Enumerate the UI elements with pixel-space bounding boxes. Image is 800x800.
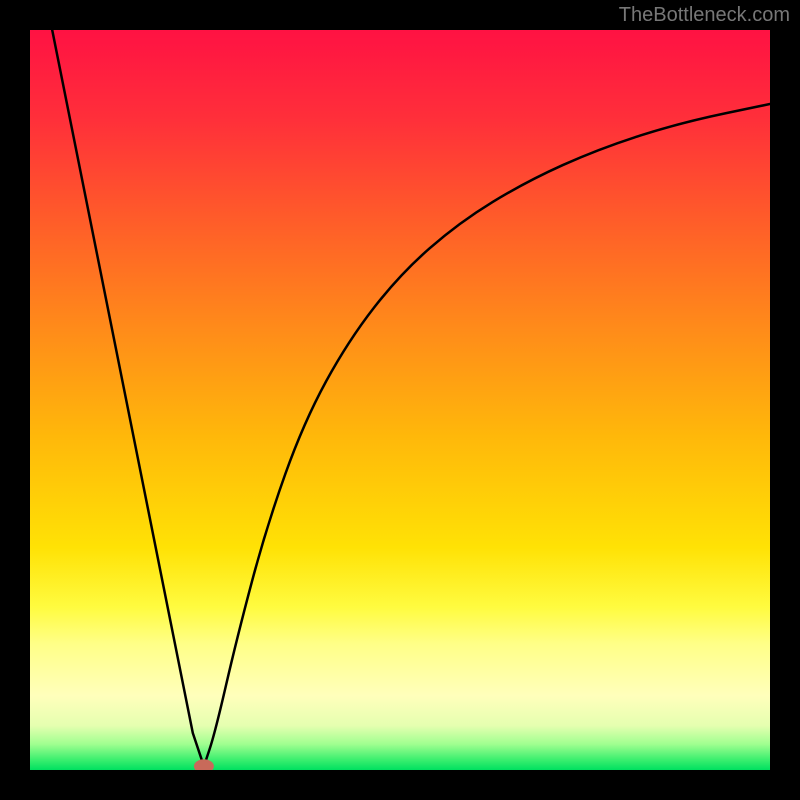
optimal-point-marker: [194, 759, 214, 770]
bottleneck-curve: [30, 30, 770, 770]
plot-area: [30, 30, 770, 770]
watermark-text: TheBottleneck.com: [619, 4, 790, 27]
chart-container: TheBottleneck.com: [0, 0, 800, 800]
